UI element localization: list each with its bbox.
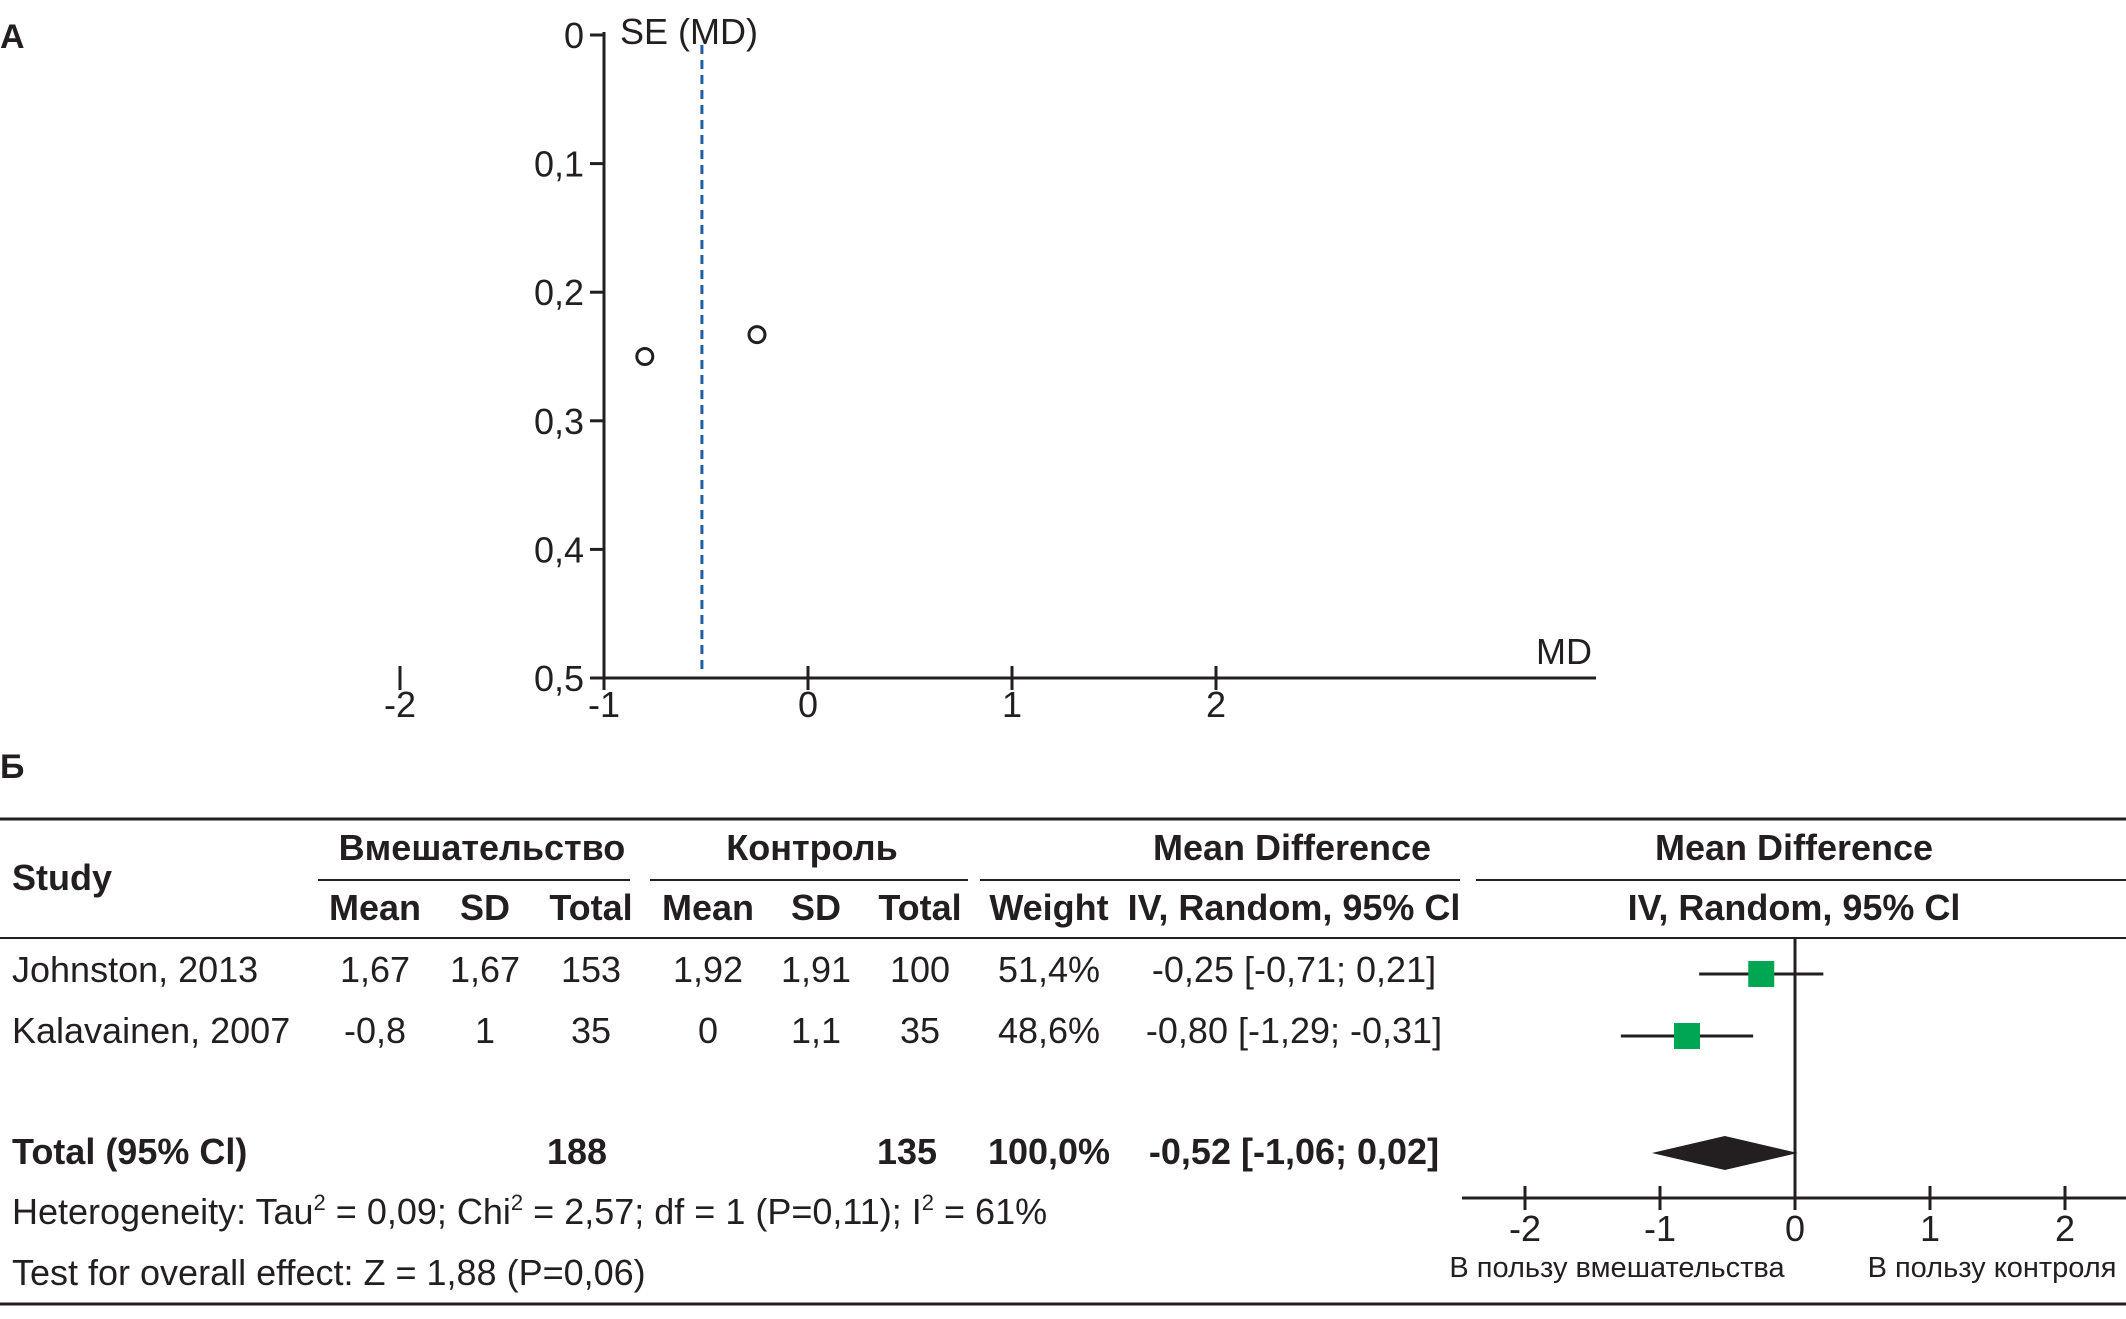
study-effect-marker — [1674, 1023, 1700, 1049]
row-study: Johnston, 2013 — [12, 949, 258, 990]
total-ci: -0,52 [-1,06; 0,02] — [1149, 1131, 1439, 1172]
funnel-x-tick-label: 0 — [798, 684, 818, 725]
col-sd1-header: SD — [460, 887, 510, 928]
total-weight: 100,0% — [988, 1131, 1110, 1172]
funnel-y-axis-label: SE (MD) — [620, 11, 758, 52]
funnel-y-tick-label: 0,2 — [534, 272, 584, 313]
table-row: Johnston, 2013 1,67 1,67 153 1,92 1,91 1… — [12, 949, 1436, 990]
funnel-plot: SE (MD) MD 0 0,1 0,2 0,3 0,4 0,5 -2 -1 0 1 2 — [384, 11, 1596, 725]
row-mean2: 0 — [698, 1010, 718, 1051]
col-mean1-header: Mean — [329, 887, 421, 928]
row-weight: 48,6% — [998, 1010, 1100, 1051]
table-row: Kalavainen, 2007 -0,8 1 35 0 1,1 35 48,6… — [12, 1010, 1442, 1051]
funnel-y-tick-label: 0,4 — [534, 529, 584, 570]
forest-x-tick-label: 1 — [1920, 1208, 1940, 1249]
col-study-header: Study — [12, 857, 112, 898]
forest-x-tick-label: 2 — [2055, 1208, 2075, 1249]
pooled-effect-diamond — [1651, 1136, 1798, 1170]
col-mean2-header: Mean — [662, 887, 754, 928]
row-mean1: -0,8 — [344, 1010, 406, 1051]
row-ci: -0,80 [-1,29; -0,31] — [1146, 1010, 1442, 1051]
col-sd2-header: SD — [791, 887, 841, 928]
row-mean1: 1,67 — [340, 949, 410, 990]
funnel-y-tick-label: 0 — [564, 15, 584, 56]
panel-a-label: А — [0, 18, 25, 56]
study-effect-marker — [1748, 961, 1775, 987]
funnel-x-tick-label: -2 — [384, 684, 416, 725]
funnel-x-axis-label: MD — [1536, 631, 1592, 672]
row-total2: 35 — [900, 1010, 940, 1051]
col-group1-header: Вмешательство — [339, 827, 626, 868]
funnel-y-tick-label: 0,1 — [534, 144, 584, 185]
heterogeneity-text: Heterogeneity: Tau2 = 0,09; Chi2 = 2,57;… — [12, 1190, 1047, 1232]
funnel-point — [747, 325, 767, 345]
panel-b-label: Б — [0, 748, 25, 786]
row-ci: -0,25 [-0,71; 0,21] — [1152, 949, 1436, 990]
col-group2-header: Контроль — [726, 827, 897, 868]
forest-x-tick-label: -2 — [1509, 1208, 1541, 1249]
forest-left-caption: В пользу вмешательства — [1449, 1252, 1785, 1284]
row-weight: 51,4% — [998, 949, 1100, 990]
col-weight-header: Weight — [989, 887, 1108, 928]
col-md-sub-header: IV, Random, 95% Cl — [1128, 887, 1461, 928]
row-sd2: 1,91 — [781, 949, 851, 990]
forest-x-tick-label: -1 — [1644, 1208, 1676, 1249]
row-total1: 35 — [571, 1010, 611, 1051]
forest-right-caption: В пользу контроля — [1868, 1252, 2117, 1284]
total-row: Total (95% Cl) 188 135 100,0% -0,52 [-1,… — [12, 1131, 1439, 1172]
funnel-x-tick-label: 1 — [1002, 684, 1022, 725]
row-sd2: 1,1 — [791, 1010, 841, 1051]
funnel-x-tick-label: 2 — [1206, 684, 1226, 725]
row-mean2: 1,92 — [673, 949, 743, 990]
col-total2-header: Total — [878, 887, 961, 928]
overall-effect-text: Test for overall effect: Z = 1,88 (P=0,0… — [12, 1252, 646, 1293]
total-n2: 135 — [877, 1131, 937, 1172]
col-plot-header: Mean Difference — [1655, 827, 1933, 868]
col-total1-header: Total — [549, 887, 632, 928]
row-total2: 100 — [890, 949, 950, 990]
col-plot-sub-header: IV, Random, 95% Cl — [1628, 887, 1961, 928]
total-label: Total (95% Cl) — [12, 1131, 247, 1172]
funnel-point — [635, 347, 655, 366]
total-n1: 188 — [547, 1131, 607, 1172]
funnel-y-tick-label: 0,5 — [534, 658, 584, 699]
row-study: Kalavainen, 2007 — [12, 1010, 290, 1051]
row-total1: 153 — [561, 949, 621, 990]
funnel-x-tick-label: -1 — [588, 684, 620, 725]
funnel-y-tick-label: 0,3 — [534, 401, 584, 442]
row-sd1: 1,67 — [450, 949, 520, 990]
col-md-header: Mean Difference — [1153, 827, 1431, 868]
forest-x-tick-label: 0 — [1785, 1208, 1805, 1249]
forest-plot: Study Вмешательство Контроль Mean Differ… — [0, 817, 2126, 1306]
row-sd1: 1 — [475, 1010, 495, 1051]
